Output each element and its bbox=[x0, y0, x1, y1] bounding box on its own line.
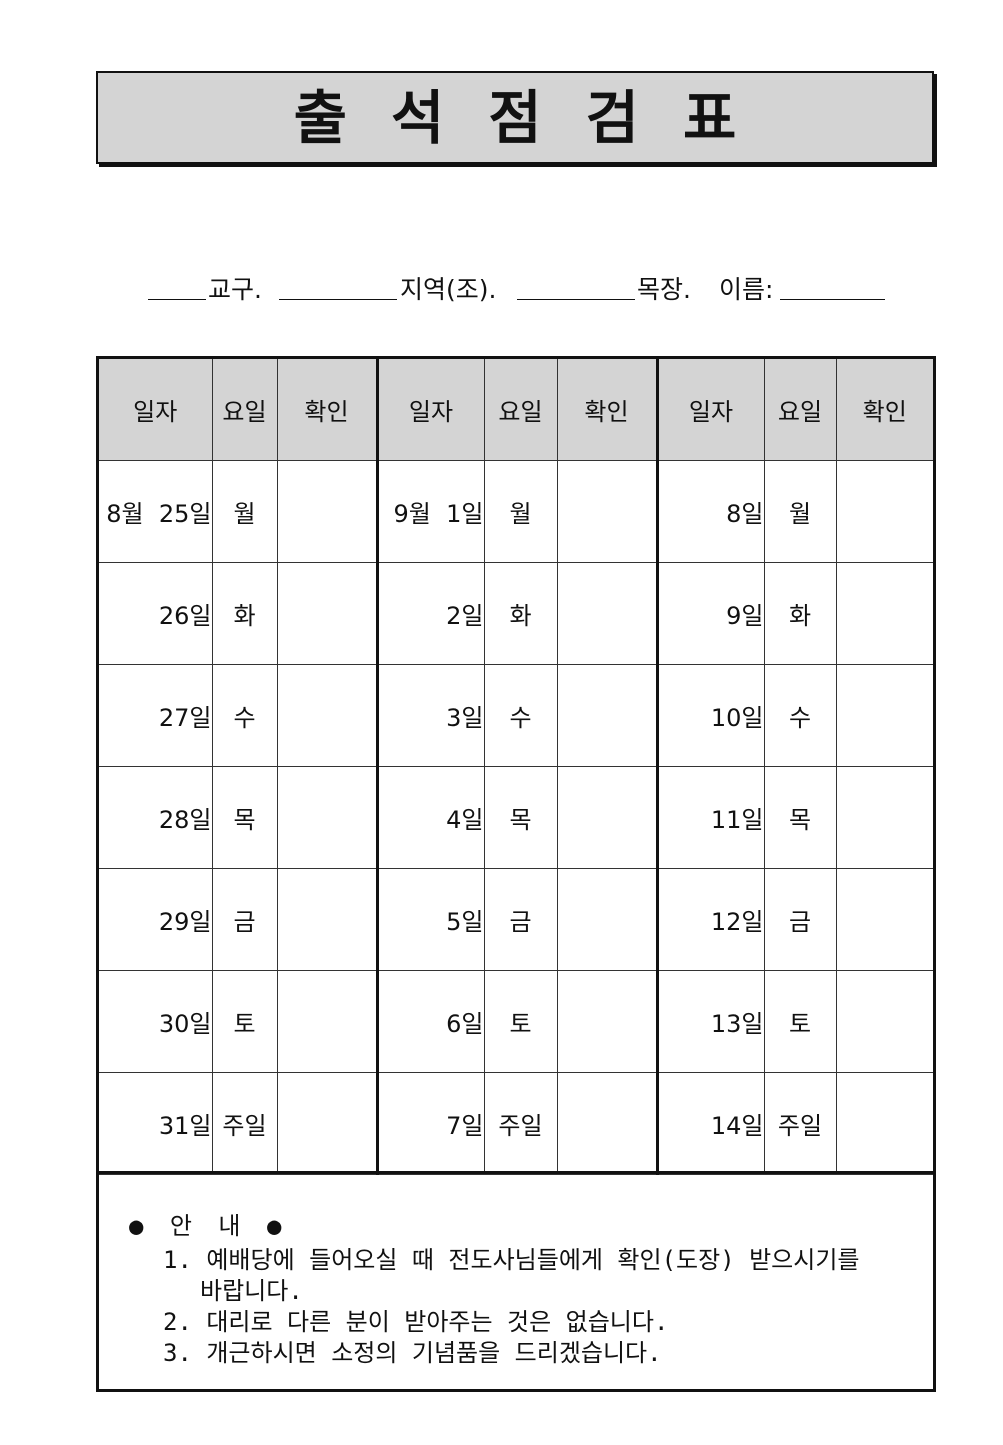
weekday-cell: 화 bbox=[211, 562, 278, 665]
date-cell: 5일 bbox=[376, 868, 485, 971]
leader-label: 목장. bbox=[637, 275, 691, 304]
weekday-cell: 수 bbox=[763, 664, 837, 767]
date-cell: 12일 bbox=[656, 868, 765, 971]
weekday-cell: 화 bbox=[483, 562, 558, 665]
table-row: 26일 화 2일 화 9일 화 bbox=[99, 562, 933, 665]
table-row: 28일 목 4일 목 11일 목 bbox=[99, 766, 933, 869]
weekday-cell: 토 bbox=[483, 970, 558, 1073]
weekday-cell: 토 bbox=[763, 970, 837, 1073]
date-cell: 27일 bbox=[99, 664, 213, 767]
attendance-table: 일자 요일 확인 일자 요일 확인 일자 요일 확인 8월 25일 월 9월 1… bbox=[99, 359, 933, 1175]
date-cell: 6일 bbox=[376, 970, 485, 1073]
area-blank[interactable] bbox=[279, 299, 397, 300]
check-cell[interactable] bbox=[556, 868, 659, 971]
weekday-cell: 화 bbox=[763, 562, 837, 665]
date-cell: 10일 bbox=[656, 664, 765, 767]
check-cell[interactable] bbox=[276, 970, 379, 1073]
date-cell: 29일 bbox=[99, 868, 213, 971]
date-cell: 31일 bbox=[99, 1072, 213, 1175]
page-title: 출석점검표 bbox=[293, 83, 781, 152]
weekday-cell: 수 bbox=[211, 664, 278, 767]
table-row: 30일 토 6일 토 13일 토 bbox=[99, 970, 933, 1073]
date-cell: 28일 bbox=[99, 766, 213, 869]
attendance-sheet: 일자 요일 확인 일자 요일 확인 일자 요일 확인 8월 25일 월 9월 1… bbox=[96, 356, 936, 1392]
header-cell: 일자 bbox=[656, 359, 765, 461]
header-cell: 요일 bbox=[211, 359, 278, 461]
date-cell: 8일 bbox=[656, 460, 765, 563]
check-cell[interactable] bbox=[835, 562, 933, 665]
date-cell: 3일 bbox=[376, 664, 485, 767]
weekday-cell: 토 bbox=[211, 970, 278, 1073]
header-cell: 일자 bbox=[99, 359, 213, 461]
district-blank[interactable] bbox=[148, 299, 206, 300]
date-cell: 9일 bbox=[656, 562, 765, 665]
check-cell[interactable] bbox=[276, 1072, 379, 1175]
weekday-cell: 목 bbox=[211, 766, 278, 869]
check-cell[interactable] bbox=[276, 562, 379, 665]
check-cell[interactable] bbox=[276, 664, 379, 767]
date-cell: 26일 bbox=[99, 562, 213, 665]
date-cell: 14일 bbox=[656, 1072, 765, 1175]
date-cell: 7일 bbox=[376, 1072, 485, 1175]
header-cell: 확인 bbox=[835, 359, 933, 461]
check-cell[interactable] bbox=[276, 460, 379, 563]
district-label: 교구. bbox=[208, 275, 262, 304]
notice-item: 2. 대리로 다른 분이 받아주는 것은 없습니다. bbox=[163, 1308, 669, 1336]
table-row: 27일 수 3일 수 10일 수 bbox=[99, 664, 933, 767]
check-cell[interactable] bbox=[556, 1072, 659, 1175]
header-cell: 일자 bbox=[376, 359, 485, 461]
check-cell[interactable] bbox=[835, 460, 933, 563]
name-label: 이름: bbox=[719, 275, 774, 304]
weekday-cell: 수 bbox=[483, 664, 558, 767]
notice-item: 3. 개근하시면 소정의 기념품을 드리겠습니다. bbox=[163, 1339, 662, 1367]
weekday-cell: 주일 bbox=[211, 1072, 278, 1175]
notice-heading: ● 안 내 ● bbox=[129, 1212, 288, 1240]
header-cell: 확인 bbox=[276, 359, 379, 461]
weekday-cell: 목 bbox=[763, 766, 837, 869]
check-cell[interactable] bbox=[276, 766, 379, 869]
leader-blank[interactable] bbox=[517, 299, 635, 300]
weekday-cell: 월 bbox=[483, 460, 558, 563]
member-info-line: 교구. 지역(조). 목장. 이름: bbox=[0, 270, 1003, 304]
notice-item: 1. 예배당에 들어오실 때 전도사님들에게 확인(도장) 받으시기를 bbox=[163, 1246, 860, 1274]
notice-box: ● 안 내 ● 1. 예배당에 들어오실 때 전도사님들에게 확인(도장) 받으… bbox=[99, 1171, 933, 1389]
header-cell: 확인 bbox=[556, 359, 659, 461]
table-row: 8월 25일 월 9월 1일 월 8일 월 bbox=[99, 460, 933, 563]
date-cell: 11일 bbox=[656, 766, 765, 869]
check-cell[interactable] bbox=[556, 664, 659, 767]
date-cell: 2일 bbox=[376, 562, 485, 665]
weekday-cell: 금 bbox=[763, 868, 837, 971]
date-cell: 9월 1일 bbox=[376, 460, 485, 563]
weekday-cell: 주일 bbox=[763, 1072, 837, 1175]
table-row: 29일 금 5일 금 12일 금 bbox=[99, 868, 933, 971]
check-cell[interactable] bbox=[556, 562, 659, 665]
area-label: 지역(조). bbox=[400, 275, 497, 304]
date-cell: 30일 bbox=[99, 970, 213, 1073]
check-cell[interactable] bbox=[835, 970, 933, 1073]
weekday-cell: 금 bbox=[483, 868, 558, 971]
weekday-cell: 금 bbox=[211, 868, 278, 971]
name-blank[interactable] bbox=[780, 299, 885, 300]
check-cell[interactable] bbox=[835, 664, 933, 767]
weekday-cell: 주일 bbox=[483, 1072, 558, 1175]
notice-item-continuation: 바랍니다. bbox=[200, 1277, 303, 1305]
check-cell[interactable] bbox=[835, 1072, 933, 1175]
table-row: 31일 주일 7일 주일 14일 주일 bbox=[99, 1072, 933, 1175]
weekday-cell: 월 bbox=[763, 460, 837, 563]
check-cell[interactable] bbox=[556, 460, 659, 563]
check-cell[interactable] bbox=[835, 868, 933, 971]
date-cell: 13일 bbox=[656, 970, 765, 1073]
title-box: 출석점검표 bbox=[96, 71, 934, 164]
weekday-cell: 목 bbox=[483, 766, 558, 869]
check-cell[interactable] bbox=[556, 766, 659, 869]
check-cell[interactable] bbox=[835, 766, 933, 869]
check-cell[interactable] bbox=[276, 868, 379, 971]
date-cell: 8월 25일 bbox=[99, 460, 213, 563]
header-cell: 요일 bbox=[483, 359, 558, 461]
header-row: 일자 요일 확인 일자 요일 확인 일자 요일 확인 bbox=[99, 359, 933, 461]
check-cell[interactable] bbox=[556, 970, 659, 1073]
weekday-cell: 월 bbox=[211, 460, 278, 563]
header-cell: 요일 bbox=[763, 359, 837, 461]
date-cell: 4일 bbox=[376, 766, 485, 869]
